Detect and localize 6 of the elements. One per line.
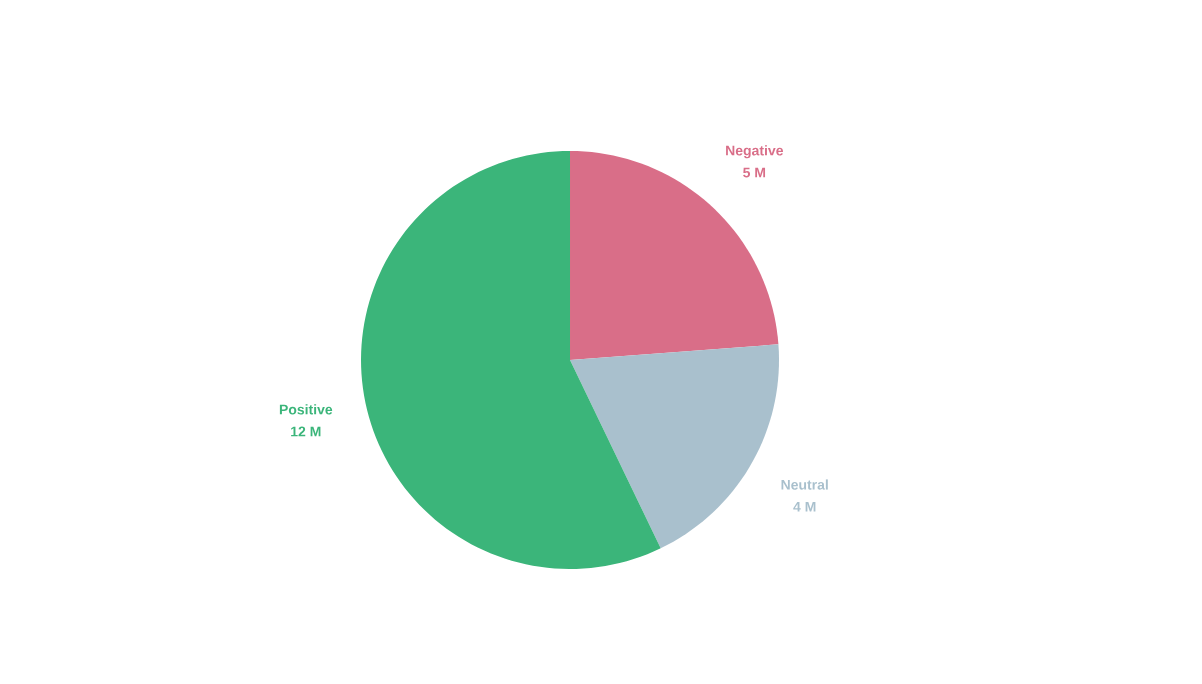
data-label: 5 M bbox=[743, 167, 766, 178]
data-label: 4 M bbox=[793, 501, 816, 512]
slice-label: Negative bbox=[726, 145, 784, 159]
data-label: 12 M bbox=[291, 426, 321, 437]
slice-label: Neutral bbox=[781, 479, 828, 490]
slice-label: Positive bbox=[279, 404, 333, 415]
